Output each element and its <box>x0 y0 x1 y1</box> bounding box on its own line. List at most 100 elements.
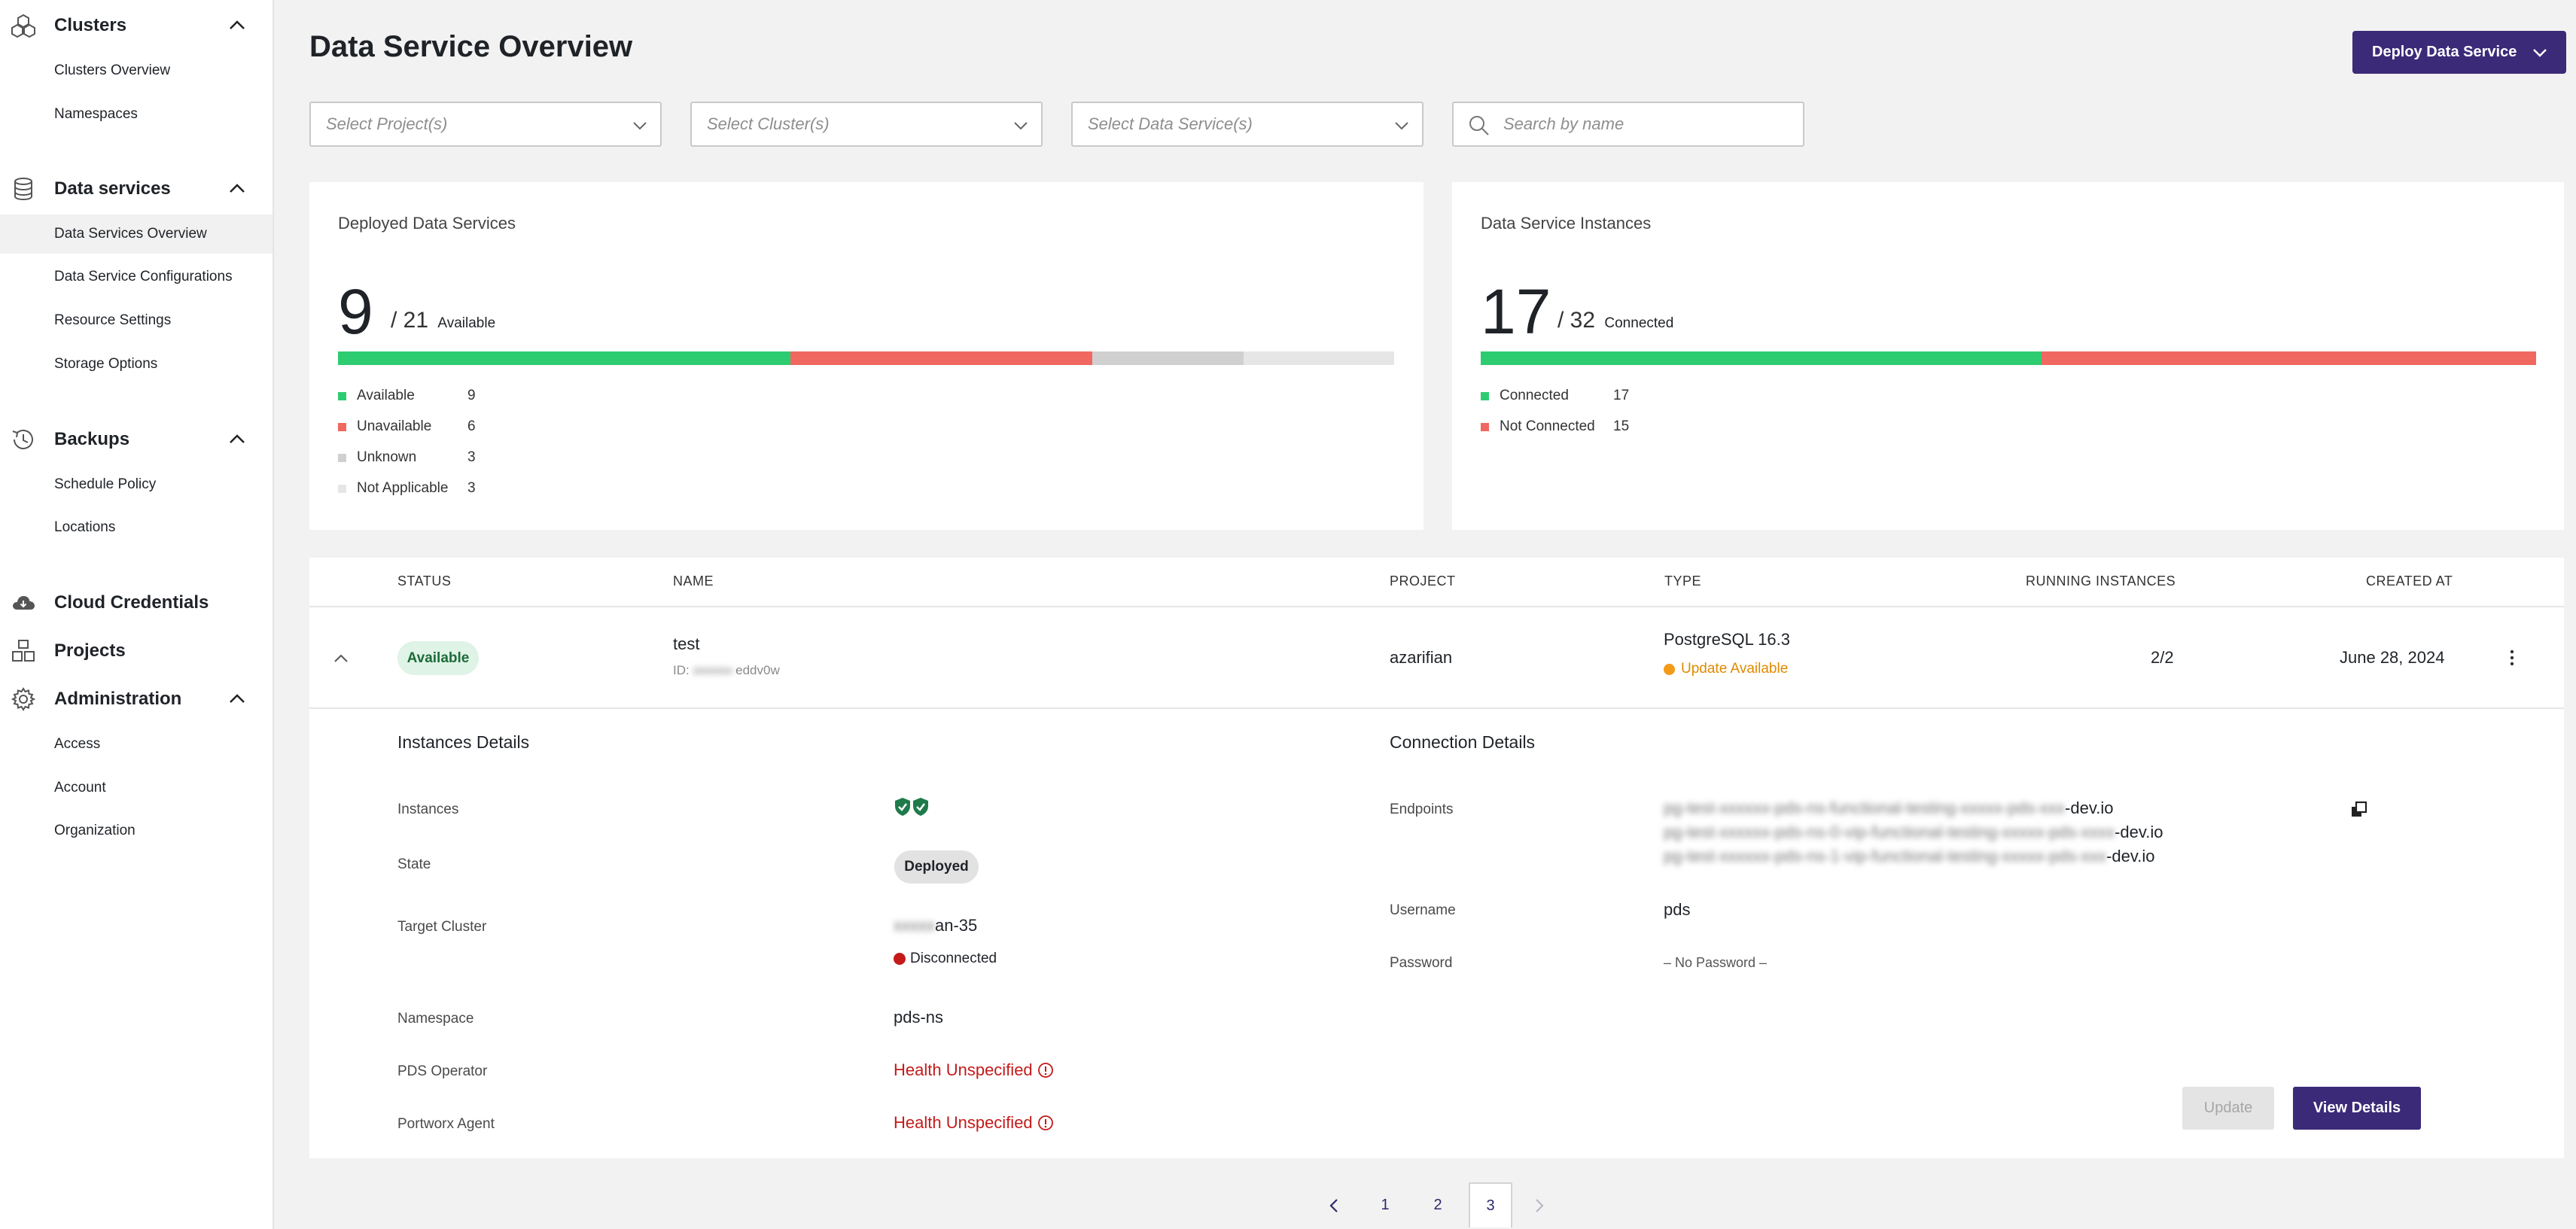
legend-item-unknown: Unknown 3 <box>338 449 476 466</box>
endpoint-redacted: pg-test-xxxxxx-pds-ns-functional-testing… <box>1664 799 2066 817</box>
target-cluster-redacted: xxxxx <box>894 916 935 935</box>
sidebar-item-access[interactable]: Access <box>54 736 101 752</box>
nav-cloud-credentials[interactable]: Cloud Credentials <box>0 579 274 627</box>
state-badge: Deployed <box>894 850 979 884</box>
target-cluster-label: Target Cluster <box>397 919 487 935</box>
sidebar-item-data-service-configurations[interactable]: Data Service Configurations <box>54 269 233 284</box>
chevron-up-icon[interactable] <box>226 178 248 200</box>
service-id: ID: xxxxxx-eddv0w <box>673 663 780 678</box>
page-button-3[interactable]: 3 <box>1469 1182 1512 1227</box>
cluster-status-label: Disconnected <box>910 951 997 966</box>
deployed-caption: Available <box>437 315 496 331</box>
nav-projects[interactable]: Projects <box>0 627 274 675</box>
project-select[interactable]: Select Project(s) <box>309 102 662 147</box>
service-type: PostgreSQL 16.3 <box>1664 630 1790 649</box>
username-label: Username <box>1390 902 1456 918</box>
legend-item-available: Available 9 <box>338 388 476 404</box>
page-title: Data Service Overview <box>309 30 633 63</box>
legend-label: Not Applicable <box>357 480 449 496</box>
chevron-up-icon[interactable] <box>226 14 248 37</box>
sidebar-item-namespaces[interactable]: Namespaces <box>54 106 138 122</box>
endpoint-suffix: -dev.io <box>2106 847 2155 865</box>
deploy-data-service-button[interactable]: Deploy Data Service <box>2352 31 2566 74</box>
copy-icon[interactable] <box>2349 800 2369 820</box>
password-value: – No Password – <box>1664 955 1768 970</box>
column-header-name[interactable]: NAME <box>673 573 714 589</box>
search-input[interactable]: Search by name <box>1452 102 1804 147</box>
nav-group-label: Backups <box>54 429 130 449</box>
update-available-label: Update Available <box>1681 661 1789 677</box>
collapse-row-chevron-icon[interactable] <box>330 647 352 670</box>
connection-details-title: Connection Details <box>1390 732 1536 752</box>
legend-item-not-connected: Not Connected 15 <box>1481 418 1629 435</box>
deployed-data-services-card: Deployed Data Services 9 / 21 Available … <box>309 182 1423 530</box>
endpoint-suffix: -dev.io <box>2115 823 2163 841</box>
sidebar-item-schedule-policy[interactable]: Schedule Policy <box>54 476 157 492</box>
nav-group-label: Data services <box>54 178 171 199</box>
page-button-2[interactable]: 2 <box>1433 1196 1442 1213</box>
portworx-agent-value: Health Unspecified <box>894 1113 1054 1133</box>
legend-swatch <box>338 422 346 431</box>
history-icon <box>12 429 33 449</box>
info-icon[interactable] <box>1037 1115 1054 1131</box>
column-header-running-instances[interactable]: RUNNING INSTANCES <box>2026 573 2176 589</box>
sidebar-item-storage-options[interactable]: Storage Options <box>54 356 158 372</box>
username-value: pds <box>1664 900 1691 919</box>
column-header-type[interactable]: TYPE <box>1664 573 1702 589</box>
info-icon[interactable] <box>1037 1062 1054 1078</box>
sidebar-item-resource-settings[interactable]: Resource Settings <box>54 312 172 328</box>
sidebar-item-clusters-overview[interactable]: Clusters Overview <box>54 62 171 78</box>
view-details-button[interactable]: View Details <box>2293 1087 2421 1130</box>
column-header-status[interactable]: STATUS <box>397 573 452 589</box>
column-header-created-at[interactable]: CREATED AT <box>2366 573 2453 589</box>
deployed-total: / 21 Available <box>391 308 495 333</box>
created-at: June 28, 2024 <box>2340 648 2445 667</box>
sidebar-item-data-services-overview[interactable]: Data Services Overview <box>0 214 273 254</box>
pds-operator-health: Health Unspecified <box>894 1060 1033 1079</box>
chevron-left-icon[interactable] <box>1325 1196 1344 1215</box>
chevron-up-icon[interactable] <box>226 428 248 451</box>
cloud-icon <box>13 596 35 610</box>
endpoint-redacted: pg-test-xxxxxx-pds-ns-1-vip-functional-t… <box>1664 847 2107 865</box>
namespace-value: pds-ns <box>894 1008 944 1027</box>
legend-value: 15 <box>1613 418 1630 434</box>
cluster-select[interactable]: Select Cluster(s) <box>690 102 1043 147</box>
legend-label: Not Connected <box>1500 418 1595 434</box>
database-icon <box>14 178 32 201</box>
target-cluster-value[interactable]: xxxxxan-35 <box>894 916 977 935</box>
more-options-icon[interactable] <box>2508 646 2516 669</box>
update-button[interactable]: Update <box>2182 1087 2274 1130</box>
sidebar-item-account[interactable]: Account <box>54 780 106 796</box>
gear-icon <box>11 687 36 711</box>
chevron-up-icon[interactable] <box>226 688 248 710</box>
nav-group-label: Clusters <box>54 15 127 35</box>
clusters-icon <box>11 14 35 38</box>
instances-total: / 32 Connected <box>1557 308 1673 333</box>
endpoint-line: pg-test-xxxxxx-pds-ns-0-vip-functional-t… <box>1664 823 2163 842</box>
status-badge: Available <box>397 641 479 675</box>
sidebar-item-organization[interactable]: Organization <box>54 823 135 838</box>
projects-icon <box>12 640 35 662</box>
legend-swatch <box>338 391 346 400</box>
bar-segment-not-applicable <box>1243 351 1394 365</box>
legend-label: Connected <box>1500 388 1569 403</box>
sidebar-item-locations[interactable]: Locations <box>54 519 116 535</box>
instances-caption: Connected <box>1604 315 1674 331</box>
endpoint-line: pg-test-xxxxxx-pds-ns-1-vip-functional-t… <box>1664 847 2154 866</box>
nav-group-backups[interactable]: Backups <box>0 415 274 464</box>
nav-group-data-services[interactable]: Data services <box>0 165 274 213</box>
update-available-note[interactable]: Update Available <box>1664 661 1788 677</box>
nav-group-administration[interactable]: Administration <box>0 675 274 723</box>
data-service-select[interactable]: Select Data Service(s) <box>1071 102 1423 147</box>
page-button-1[interactable]: 1 <box>1381 1196 1390 1213</box>
card-title: Data Service Instances <box>1481 214 1652 233</box>
legend-label: Unknown <box>357 449 417 465</box>
cluster-status: Disconnected <box>894 951 997 967</box>
column-header-project[interactable]: PROJECT <box>1390 573 1456 589</box>
nav-group-clusters[interactable]: Clusters <box>0 2 274 50</box>
legend-value: 6 <box>467 418 476 434</box>
deployed-count: 9 <box>338 276 373 347</box>
disconnected-dot-icon <box>894 953 906 965</box>
chevron-right-icon[interactable] <box>1529 1196 1548 1215</box>
namespace-label: Namespace <box>397 1011 474 1027</box>
